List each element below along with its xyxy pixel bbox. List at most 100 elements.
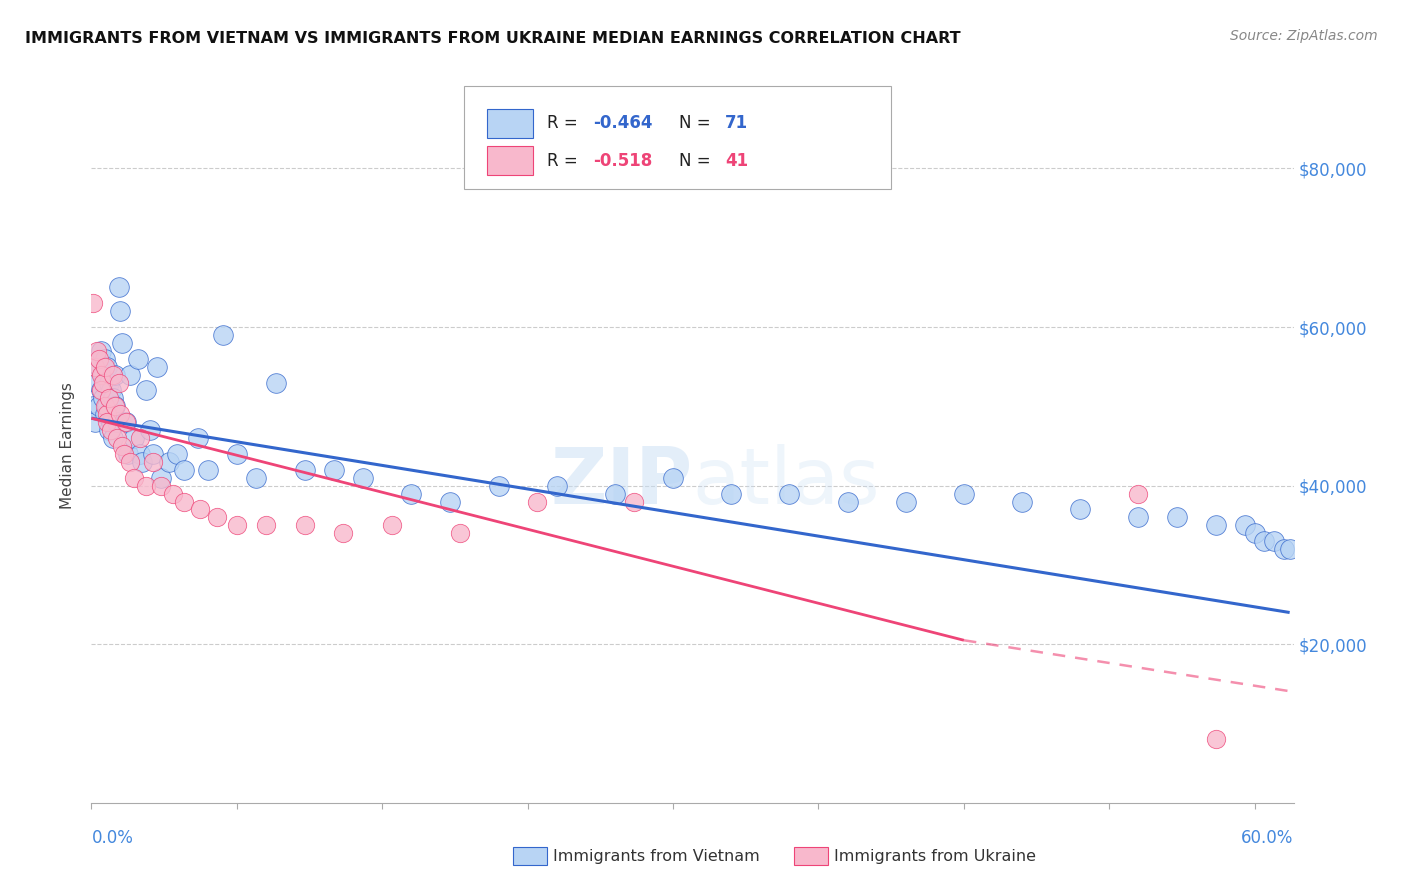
Point <box>97 392 120 406</box>
Point <box>110 407 132 421</box>
Text: ZIP: ZIP <box>550 443 692 520</box>
Text: N =: N = <box>679 152 716 169</box>
Point <box>1128 486 1150 500</box>
Point <box>105 431 128 445</box>
Text: 71: 71 <box>725 114 748 132</box>
Point <box>546 478 568 492</box>
Point <box>1253 534 1275 549</box>
Text: 41: 41 <box>725 152 748 169</box>
Point <box>150 478 173 492</box>
Point <box>1243 526 1265 541</box>
Point <box>1272 542 1295 557</box>
Point <box>439 494 461 508</box>
Point <box>90 368 112 382</box>
Point <box>86 343 108 358</box>
Point <box>623 494 645 508</box>
Point <box>96 415 118 429</box>
Point <box>127 351 149 366</box>
Point <box>100 423 122 437</box>
Point <box>101 431 124 445</box>
Point <box>1205 732 1227 747</box>
Point <box>94 407 117 421</box>
Point <box>97 423 120 437</box>
Point <box>157 455 180 469</box>
Point <box>245 471 267 485</box>
Point <box>105 415 128 429</box>
Point <box>138 423 160 437</box>
Point <box>953 486 976 500</box>
Point <box>150 471 173 485</box>
Point <box>90 384 112 398</box>
Point <box>322 463 344 477</box>
Point <box>720 486 742 500</box>
Text: R =: R = <box>547 114 583 132</box>
Point <box>352 471 374 485</box>
Point <box>112 447 135 461</box>
Point <box>1069 502 1091 516</box>
Text: Immigrants from Vietnam: Immigrants from Vietnam <box>553 849 759 863</box>
Point <box>166 447 188 461</box>
Point <box>603 486 626 500</box>
Point <box>142 447 165 461</box>
Point <box>107 376 129 390</box>
Point <box>1263 534 1285 549</box>
Point <box>294 463 316 477</box>
Point <box>84 359 107 374</box>
Point <box>254 518 277 533</box>
Point <box>104 368 127 382</box>
Point <box>91 368 114 382</box>
Point <box>91 392 114 406</box>
Point <box>225 518 247 533</box>
FancyBboxPatch shape <box>464 86 891 189</box>
Point <box>837 494 859 508</box>
Text: atlas: atlas <box>692 443 880 520</box>
Point <box>142 455 165 469</box>
Point <box>94 359 117 374</box>
Point <box>1166 510 1188 524</box>
Point <box>94 351 117 366</box>
Point <box>778 486 800 500</box>
Point <box>89 359 111 374</box>
Point <box>381 518 404 533</box>
Point <box>207 510 229 524</box>
Point <box>115 415 138 429</box>
Point <box>264 376 287 390</box>
Text: N =: N = <box>679 114 716 132</box>
Point <box>173 494 195 508</box>
Text: Immigrants from Ukraine: Immigrants from Ukraine <box>834 849 1036 863</box>
Point <box>91 376 114 390</box>
Text: R =: R = <box>547 152 583 169</box>
Point <box>662 471 685 485</box>
Bar <box>486 109 533 137</box>
Point <box>89 351 111 366</box>
Point <box>89 400 111 414</box>
Point <box>120 368 142 382</box>
Point <box>94 400 117 414</box>
Point <box>187 431 209 445</box>
Point <box>1234 518 1257 533</box>
Point <box>101 392 124 406</box>
Text: 60.0%: 60.0% <box>1241 829 1294 847</box>
Point <box>97 376 120 390</box>
Text: -0.518: -0.518 <box>593 152 652 169</box>
Point <box>120 455 142 469</box>
Point <box>173 463 195 477</box>
Point <box>90 343 112 358</box>
Point <box>188 502 211 516</box>
Point <box>135 384 157 398</box>
Point <box>332 526 354 541</box>
Point <box>86 376 108 390</box>
Point <box>1205 518 1227 533</box>
Point <box>104 400 127 414</box>
Point <box>82 296 104 310</box>
Point <box>1128 510 1150 524</box>
Point <box>526 494 548 508</box>
Point <box>128 431 150 445</box>
Point <box>128 447 150 461</box>
Text: IMMIGRANTS FROM VIETNAM VS IMMIGRANTS FROM UKRAINE MEDIAN EARNINGS CORRELATION C: IMMIGRANTS FROM VIETNAM VS IMMIGRANTS FR… <box>25 31 960 46</box>
Point <box>84 415 107 429</box>
Point <box>146 359 169 374</box>
Point <box>162 486 184 500</box>
Point <box>96 407 118 421</box>
Point <box>100 384 122 398</box>
